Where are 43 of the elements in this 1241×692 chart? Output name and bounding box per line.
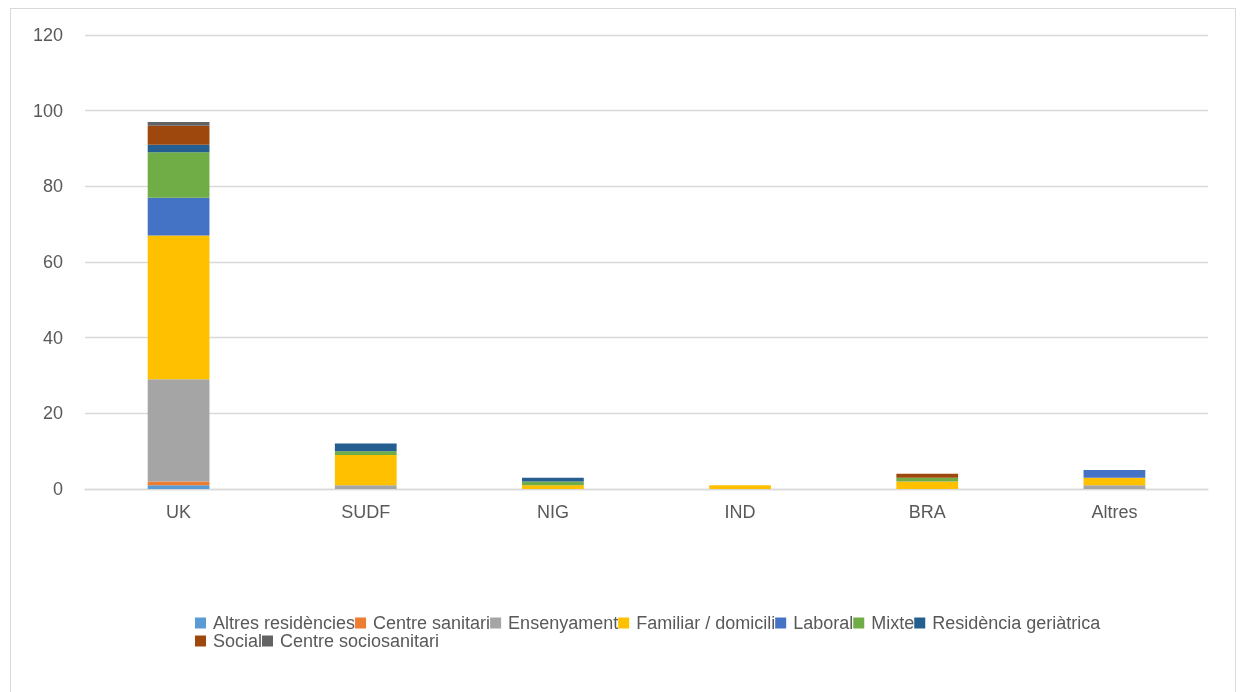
bar [896,481,959,489]
legend-label: Mixte [871,613,915,633]
y-tick-label: 40 [42,327,63,348]
y-tick-label: 120 [32,25,63,45]
bar [334,451,397,455]
legend-label: Familiar / domicili [636,613,776,633]
y-tick-label: 60 [42,252,63,272]
bar [147,152,210,198]
bar [334,485,397,489]
bar [147,125,210,145]
bar [147,144,210,153]
y-tick-label: 80 [42,176,63,197]
bar [147,485,210,489]
x-tick-label: BRA [908,502,946,522]
bar [709,485,771,489]
bar [147,379,210,482]
bar [147,122,210,126]
y-tick-label: 20 [42,403,63,424]
bar [147,197,210,236]
legend-label: Altres residències [213,613,356,633]
legend-label: Laboral [793,613,854,633]
x-tick-label: UK [166,502,192,522]
y-tick-label: 0 [52,479,63,499]
bar [522,485,584,489]
x-tick-label: SUDF [341,502,391,522]
y-tick-label: 100 [32,100,63,121]
bar [147,481,210,486]
bar [522,481,584,486]
bar [896,473,959,478]
bar [147,235,210,380]
legend-label: Ensenyament [508,613,619,633]
bar [334,454,397,486]
bar [1083,477,1146,486]
bar [1083,485,1146,489]
legend-label: Social [213,631,263,651]
legend-label: Centre sociosanitari [280,631,440,651]
x-tick-label: IND [724,502,756,522]
x-tick-label: Altres [1091,502,1138,522]
bar [334,443,397,452]
bar [1083,470,1146,478]
legend-label: Centre sanitari [373,613,491,633]
legend-label: Residència geriàtrica [932,613,1102,633]
x-tick-label: NIG [536,502,569,522]
